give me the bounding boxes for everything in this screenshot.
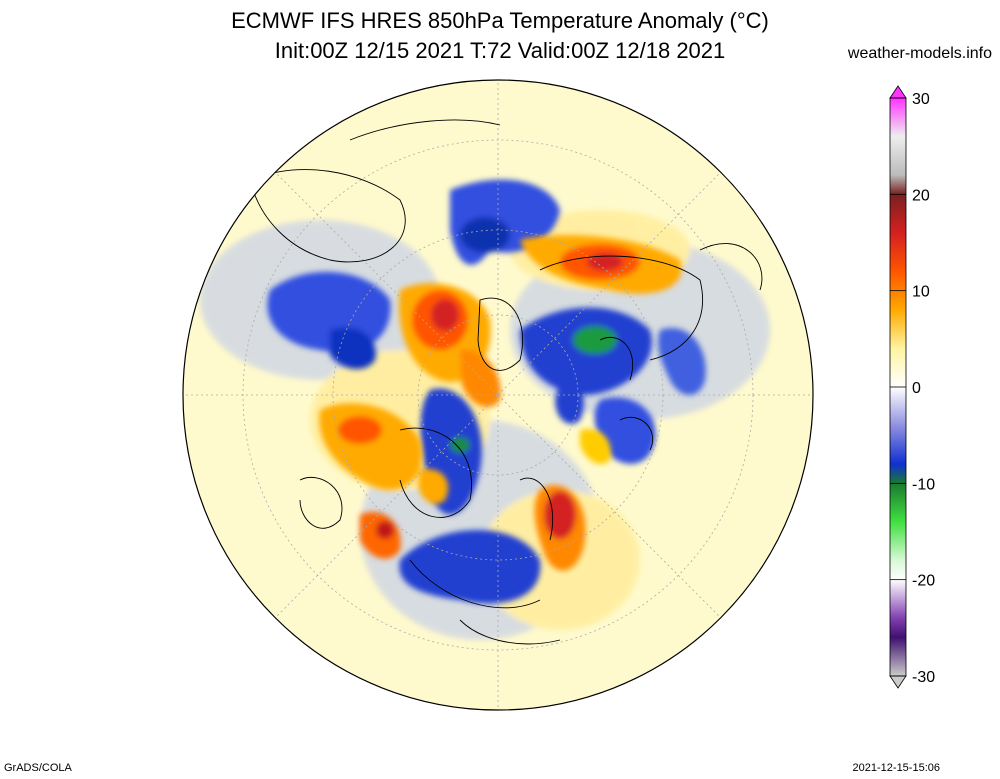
source-label: weather-models.info [847,45,992,62]
colorbar-bottom-arrow [889,675,907,689]
colorbar-tick-label: 30 [912,91,930,108]
chart-title: ECMWF IFS HRES 850hPa Temperature Anomal… [231,8,769,33]
footer-timestamp: 2021-12-15-15:06 [852,762,940,774]
chart-subtitle: Init:00Z 12/15 2021 T:72 Valid:00Z 12/18… [274,38,726,63]
colorbar-tick-label: 20 [912,187,930,204]
warm-anomalies [319,235,682,571]
map-fields [183,80,813,710]
colorbar-tick-label: -30 [912,669,935,686]
colorbar-top-arrow [889,85,907,99]
colorbar-tick-label: -10 [912,476,935,493]
colorbar: 30 20 10 0 -10 -20 -30 [889,85,935,689]
graticule [183,80,813,710]
globe-outline [182,79,814,711]
footer-credit: GrADS/COLA [4,762,72,774]
colorbar-tick-label: 10 [912,284,930,301]
colorbar-tick-label: -20 [912,573,935,590]
coastlines [249,119,763,645]
colorbar-ticks: 30 20 10 0 -10 -20 -30 [890,91,935,686]
colorbar-tick-label: 0 [912,380,921,397]
